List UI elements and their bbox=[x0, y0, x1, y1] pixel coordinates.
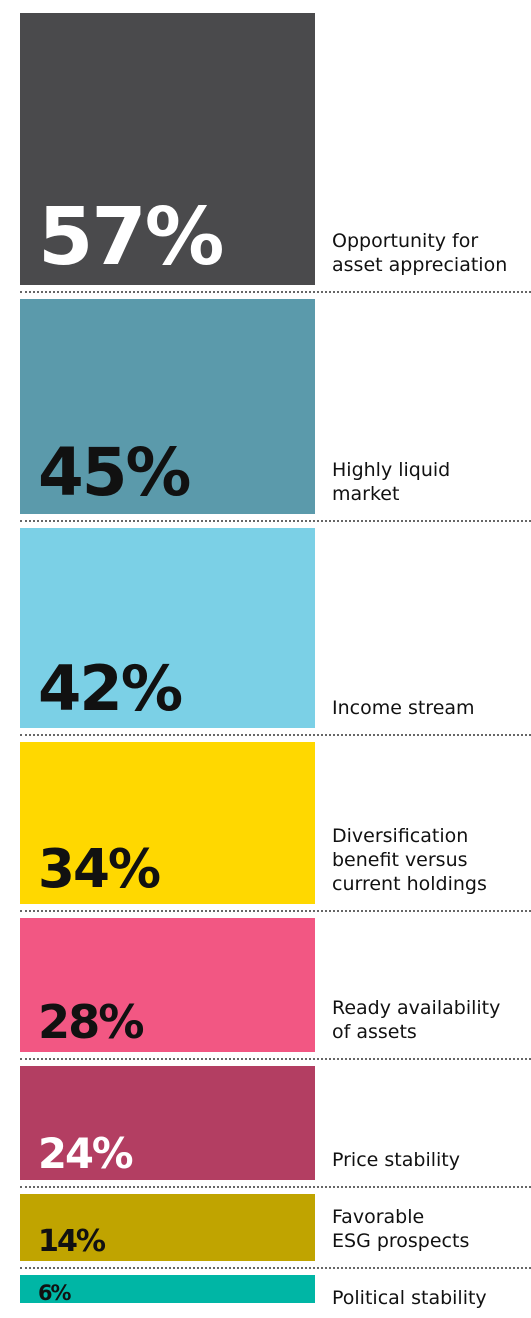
separator bbox=[20, 290, 531, 293]
bar: 45% bbox=[20, 298, 315, 514]
category-label: Price stability bbox=[332, 1149, 460, 1172]
value-label: 28% bbox=[38, 994, 145, 1049]
category-label: Political stability bbox=[332, 1286, 487, 1309]
value-label: 42% bbox=[38, 651, 183, 725]
value-label: 34% bbox=[38, 837, 161, 900]
category-label: Highly liquid market bbox=[332, 458, 451, 505]
value-label: 6% bbox=[38, 1280, 71, 1305]
value-label: 24% bbox=[38, 1128, 134, 1178]
separator bbox=[20, 733, 531, 736]
bar: 34% bbox=[20, 741, 315, 905]
bar: 57% bbox=[20, 13, 315, 285]
category-label: Diversification benefit versus current h… bbox=[332, 825, 487, 896]
separator bbox=[20, 910, 531, 913]
category-label: Opportunity for asset appreciation bbox=[332, 229, 508, 276]
value-label: 45% bbox=[38, 433, 191, 511]
value-label: 57% bbox=[38, 190, 224, 284]
bar: 24% bbox=[20, 1065, 315, 1181]
category-label: Favorable ESG prospects bbox=[332, 1205, 470, 1252]
bar: 28% bbox=[20, 918, 315, 1052]
separator bbox=[20, 1266, 531, 1269]
category-label: Ready availability of assets bbox=[332, 996, 501, 1043]
value-label: 14% bbox=[38, 1224, 106, 1260]
separator bbox=[20, 1057, 531, 1060]
separator bbox=[20, 1186, 531, 1189]
bar: 14% bbox=[20, 1194, 315, 1261]
category-label: Income stream bbox=[332, 696, 475, 719]
separator bbox=[20, 519, 531, 522]
bar: 42% bbox=[20, 527, 315, 728]
bar: 6% bbox=[20, 1274, 315, 1305]
